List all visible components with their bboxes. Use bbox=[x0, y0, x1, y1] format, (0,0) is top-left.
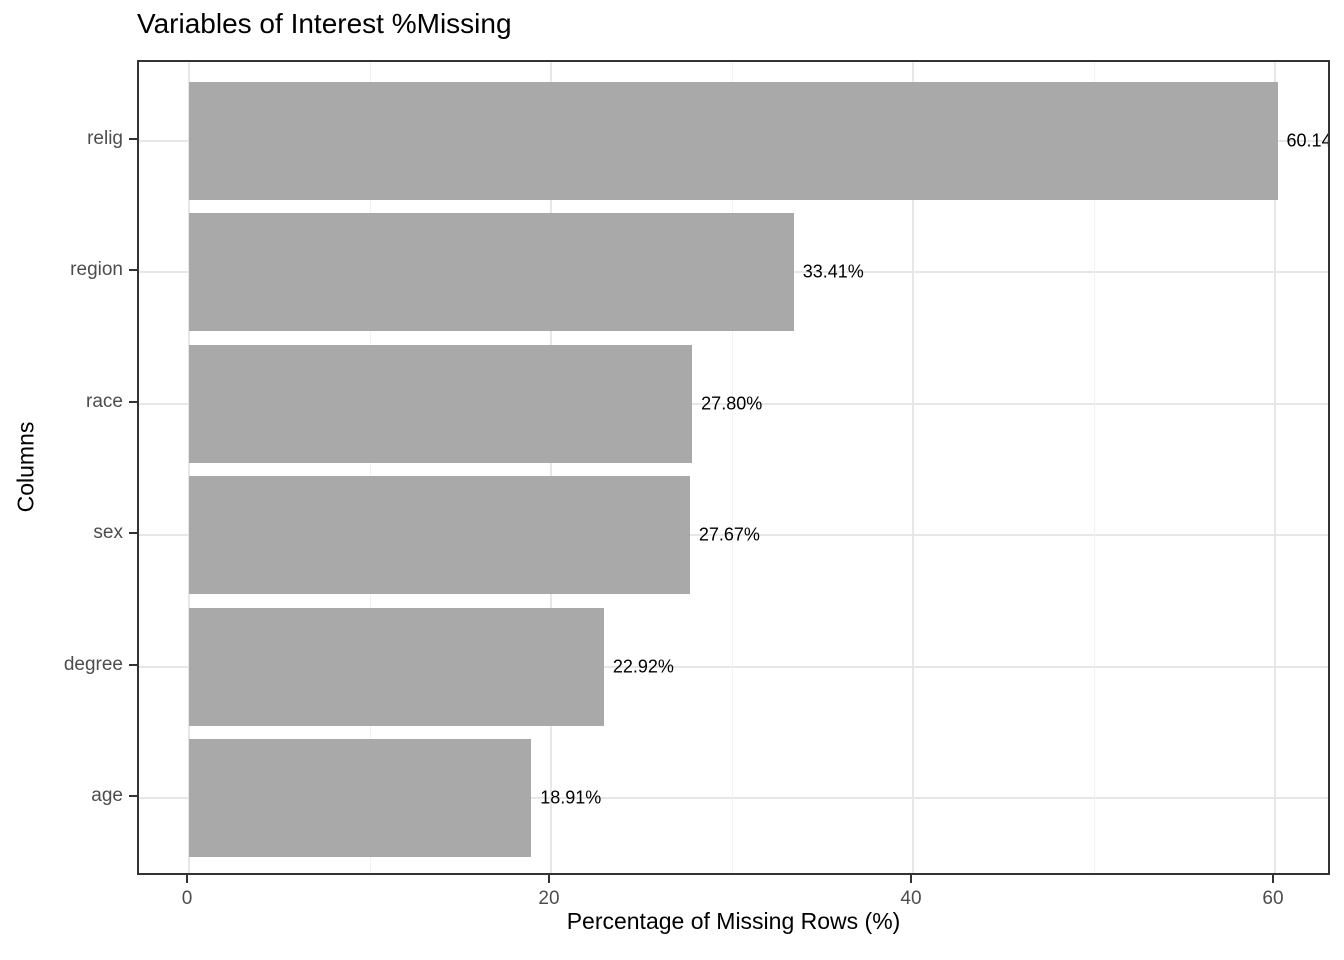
y-axis-tick-degree bbox=[129, 663, 137, 666]
bar-region bbox=[189, 213, 794, 332]
y-axis-tick-race bbox=[129, 400, 137, 403]
y-axis-label-age: age bbox=[91, 785, 123, 807]
gridline-major-x60 bbox=[1274, 62, 1276, 873]
y-axis-tick-sex bbox=[129, 532, 137, 535]
gridline-minor-x30 bbox=[731, 62, 733, 873]
gridline-minor-x50 bbox=[1093, 62, 1095, 873]
x-axis-tick-40 bbox=[910, 875, 912, 883]
x-axis-label-40: 40 bbox=[900, 888, 922, 909]
y-axis-tick-region bbox=[129, 269, 137, 272]
bar-degree bbox=[189, 607, 604, 726]
y-axis-label-race: race bbox=[86, 390, 123, 412]
gridline-horizontal-sex bbox=[139, 534, 1328, 537]
y-axis-tick-relig bbox=[129, 137, 137, 140]
chart-title: Variables of Interest %Missing bbox=[137, 8, 512, 39]
x-axis-tick-20 bbox=[548, 875, 550, 883]
y-axis-label-region: region bbox=[70, 259, 123, 281]
gridline-horizontal-age bbox=[139, 797, 1328, 800]
gridline-major-x0 bbox=[188, 62, 190, 873]
bar-value-label-age: 18.91% bbox=[540, 787, 602, 808]
bar-value-label-degree: 22.92% bbox=[612, 656, 674, 677]
bar-sex bbox=[189, 476, 690, 595]
x-axis-title: Percentage of Missing Rows (%) bbox=[566, 908, 901, 934]
bar-race bbox=[189, 344, 693, 463]
gridline-horizontal-degree bbox=[139, 665, 1328, 668]
x-axis-label-60: 60 bbox=[1262, 888, 1284, 909]
x-axis-label-20: 20 bbox=[538, 888, 560, 909]
y-axis-title: Columns bbox=[12, 421, 39, 513]
gridline-minor-x10 bbox=[369, 62, 371, 873]
plot-panel: 60.14 33.41% 27.80% 27.67% 22.92% 18.91% bbox=[137, 60, 1330, 875]
bar-value-label-relig: 60.14 bbox=[1286, 130, 1330, 151]
bar-relig bbox=[189, 81, 1278, 201]
y-axis-label-relig: relig bbox=[87, 127, 123, 149]
gridline-major-x40 bbox=[912, 62, 914, 873]
y-axis-label-degree: degree bbox=[63, 653, 123, 675]
gridline-horizontal-race bbox=[139, 402, 1328, 405]
x-axis-tick-60 bbox=[1272, 875, 1274, 883]
bar-value-label-region: 33.41% bbox=[802, 261, 864, 282]
x-axis-label-0: 0 bbox=[181, 888, 193, 909]
y-axis-tick-age bbox=[129, 795, 137, 798]
bar-value-label-race: 27.80% bbox=[701, 393, 763, 414]
bar-value-label-sex: 27.67% bbox=[698, 524, 760, 545]
bar-age bbox=[189, 739, 532, 858]
x-axis-tick-0 bbox=[186, 875, 188, 883]
y-axis-label-sex: sex bbox=[93, 522, 123, 544]
gridline-major-x20 bbox=[550, 62, 552, 873]
